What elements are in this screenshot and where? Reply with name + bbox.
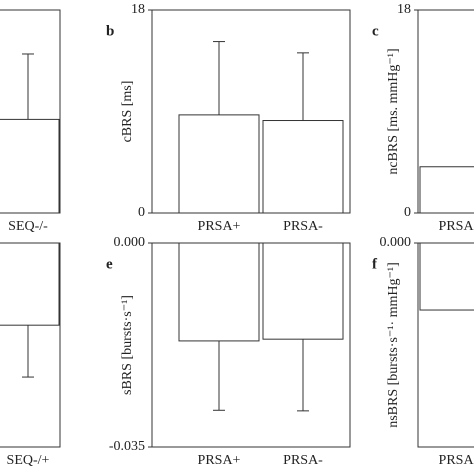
bar	[178, 242, 260, 342]
panel-letter: f	[372, 256, 378, 272]
panel-letter: e	[106, 256, 113, 272]
bar	[0, 118, 60, 214]
y-tick-label: 18	[397, 2, 411, 17]
bar	[178, 114, 260, 214]
x-tick-label: PRSA+	[439, 219, 474, 234]
x-tick-label: PRSA+	[439, 453, 474, 468]
bar	[262, 242, 344, 340]
panel-letter: b	[106, 23, 114, 39]
y-axis-label: sBRS [bursts·s⁻¹]	[120, 295, 135, 395]
y-tick-label: 0	[404, 205, 411, 220]
x-tick-label: PRSA+	[198, 219, 241, 234]
y-tick-label: -0.035	[109, 439, 145, 454]
x-tick-label: PRSA+	[198, 453, 241, 468]
frame	[417, 242, 474, 448]
y-axis-label: nsBRS [bursts·s⁻¹· mmHg⁻¹]	[386, 262, 401, 428]
y-tick-label: 18	[131, 2, 145, 17]
bar	[0, 242, 60, 326]
y-axis-label: ncBRS [ms. mmHg⁻¹]	[386, 48, 401, 174]
x-tick-label: SEQ-/+	[7, 453, 50, 468]
frame	[0, 9, 61, 214]
frame	[0, 242, 61, 448]
y-tick-label: 0.000	[380, 235, 412, 250]
y-axis-label: cBRS [ms]	[120, 81, 135, 143]
bar	[262, 120, 344, 214]
y-tick-label: 0.000	[114, 235, 146, 250]
frame	[417, 9, 474, 214]
bar	[419, 242, 474, 311]
y-tick-label: 0	[138, 205, 145, 220]
x-tick-label: PRSA-	[283, 453, 323, 468]
panel-letter: c	[372, 23, 379, 39]
x-tick-label: PRSA-	[283, 219, 323, 234]
x-tick-label: SEQ-/-	[8, 219, 48, 234]
bar	[419, 166, 474, 214]
